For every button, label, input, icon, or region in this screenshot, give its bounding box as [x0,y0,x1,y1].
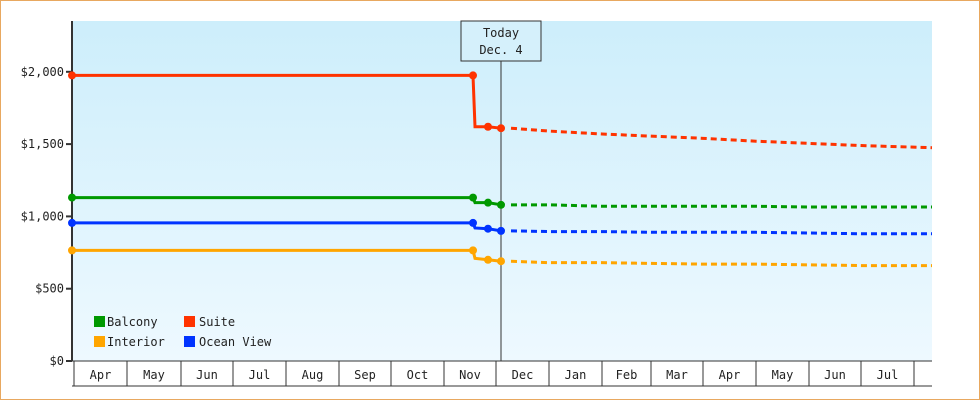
y-tick-label: $500 [35,282,64,296]
x-tick-label: Nov [459,368,481,382]
x-tick-label: Apr [719,368,741,382]
x-tick-label: Mar [666,368,688,382]
legend-swatch-balcony [94,316,105,327]
x-tick-label: Jun [196,368,218,382]
x-tick-label: Sep [354,368,376,382]
y-tick-label: $0 [50,354,64,368]
today-marker: Today Dec. 4 [460,20,542,62]
series-line-historical [72,196,502,207]
x-tick-label: Feb [616,368,638,382]
legend-label-ocean-view: Ocean View [199,335,272,349]
x-tick-label: May [143,368,165,382]
y-tick-label: $1,500 [21,137,64,151]
series-line-projected [511,203,932,209]
x-tick-label: Aug [302,368,324,382]
legend-swatch-suite [184,316,195,327]
y-axis-ticks: $0 $500 $1,000 $1,500 $2,000 [21,65,72,368]
x-tick-label: Jul [877,368,899,382]
legend-swatch-ocean-view [184,336,195,347]
series-line-projected [510,126,933,150]
legend-swatch-interior [94,336,105,347]
legend-label-balcony: Balcony [107,315,158,329]
legend: Balcony Suite Interior Ocean View [94,315,272,349]
plot-area [72,21,932,361]
x-tick-label: Jan [565,368,587,382]
x-tick-label: May [772,368,794,382]
today-date: Dec. 4 [479,43,522,57]
today-label: Today [483,26,519,40]
x-tick-label: Jul [249,368,271,382]
series-line-historical [72,73,502,130]
x-tick-label: Apr [90,368,112,382]
series-line-projected [510,259,932,268]
x-tick-label: Dec [512,368,534,382]
series-lines [68,71,933,268]
y-tick-label: $2,000 [21,65,64,79]
x-tick-label: Jun [824,368,846,382]
x-tick-label: Oct [407,368,429,382]
legend-label-interior: Interior [107,335,165,349]
legend-label-suite: Suite [199,315,235,329]
series-line-historical [72,221,502,233]
series-line-projected [510,229,932,236]
series-line-historical [72,248,502,263]
y-tick-label: $1,000 [21,209,64,223]
x-axis-months: Apr May Jun Jul Aug Sep Oct Nov Dec Jan Feb Mar Apr M… [72,360,932,387]
